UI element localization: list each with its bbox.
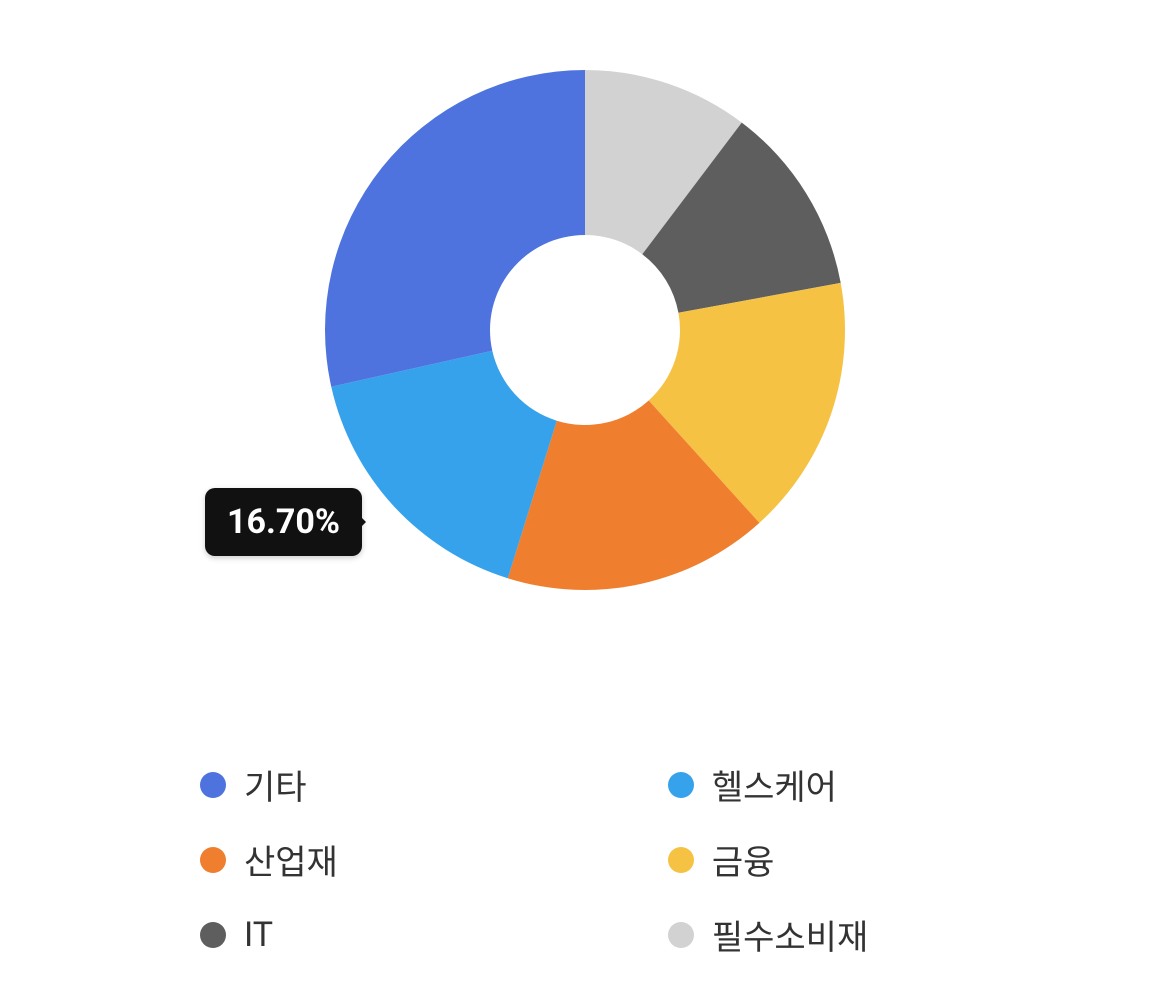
- legend-label: 산업재: [244, 835, 338, 884]
- legend-item[interactable]: 헬스케어: [668, 760, 868, 809]
- legend-swatch-icon: [668, 847, 694, 873]
- legend-label: IT: [244, 915, 273, 955]
- legend-item[interactable]: 기타: [200, 760, 338, 809]
- legend-label: 필수소비재: [712, 910, 868, 959]
- chart-legend: 기타 헬스케어산업재 금융 IT 필수소비재: [200, 760, 868, 959]
- legend-swatch-icon: [668, 772, 694, 798]
- legend-label: 금융: [712, 835, 775, 884]
- legend-label: 헬스케어: [712, 760, 837, 809]
- legend-swatch-icon: [200, 847, 226, 873]
- legend-item[interactable]: 필수소비재: [668, 910, 868, 959]
- legend-swatch-icon: [200, 922, 226, 948]
- legend-item[interactable]: IT: [200, 910, 338, 959]
- sector-donut-chart: 16.70% 기타 헬스케어산업재 금융 IT 필수소비재: [0, 0, 1170, 997]
- donut-slice[interactable]: [325, 70, 585, 387]
- legend-swatch-icon: [668, 922, 694, 948]
- legend-item[interactable]: 산업재: [200, 835, 338, 884]
- legend-swatch-icon: [200, 772, 226, 798]
- tooltip-value: 16.70%: [227, 502, 340, 542]
- legend-item[interactable]: 금융: [668, 835, 868, 884]
- slice-tooltip: 16.70%: [205, 488, 362, 556]
- legend-label: 기타: [244, 760, 307, 809]
